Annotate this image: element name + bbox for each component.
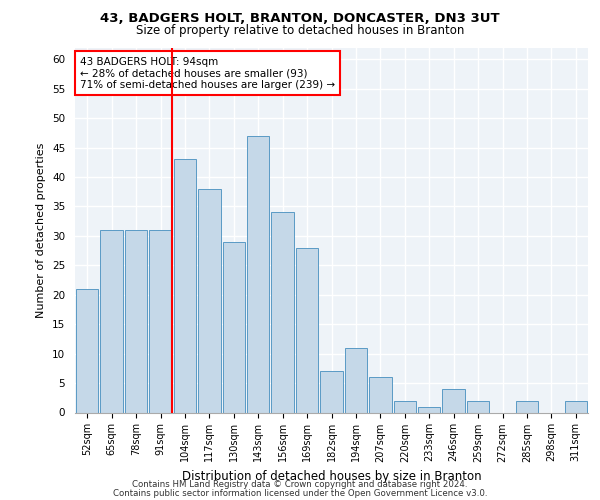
Y-axis label: Number of detached properties: Number of detached properties (37, 142, 46, 318)
Bar (369, 377, 392, 412)
Bar (418, 406, 440, 412)
Bar (223, 242, 245, 412)
Bar (149, 230, 172, 412)
Text: Size of property relative to detached houses in Branton: Size of property relative to detached ho… (136, 24, 464, 37)
Bar (320, 372, 343, 412)
X-axis label: Distribution of detached houses by size in Branton: Distribution of detached houses by size … (182, 470, 481, 483)
Bar (125, 230, 148, 412)
Bar (198, 189, 221, 412)
Text: Contains HM Land Registry data © Crown copyright and database right 2024.: Contains HM Land Registry data © Crown c… (132, 480, 468, 489)
Bar (100, 230, 123, 412)
Bar (296, 248, 319, 412)
Bar (565, 400, 587, 412)
Bar (76, 289, 98, 412)
Bar (271, 212, 294, 412)
Bar (515, 400, 538, 412)
Text: 43 BADGERS HOLT: 94sqm
← 28% of detached houses are smaller (93)
71% of semi-det: 43 BADGERS HOLT: 94sqm ← 28% of detached… (80, 56, 335, 90)
Bar (344, 348, 367, 412)
Text: 43, BADGERS HOLT, BRANTON, DONCASTER, DN3 3UT: 43, BADGERS HOLT, BRANTON, DONCASTER, DN… (100, 12, 500, 26)
Text: Contains public sector information licensed under the Open Government Licence v3: Contains public sector information licen… (113, 489, 487, 498)
Bar (467, 400, 490, 412)
Bar (247, 136, 269, 412)
Bar (173, 160, 196, 412)
Bar (442, 389, 465, 412)
Bar (394, 400, 416, 412)
